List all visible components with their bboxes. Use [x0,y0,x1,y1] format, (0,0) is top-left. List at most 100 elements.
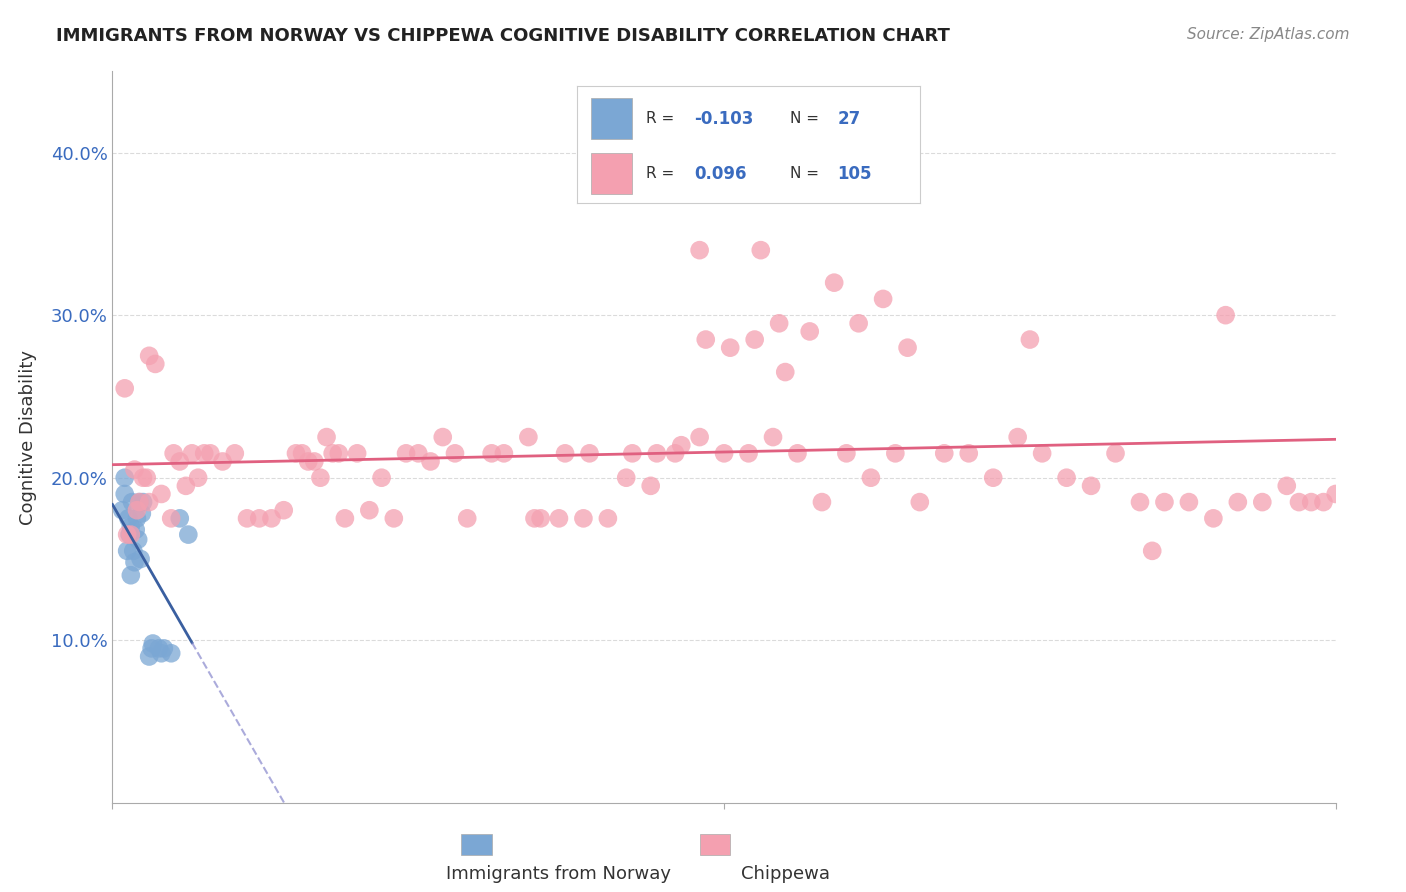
Point [1215,308,1237,322]
Point [529,511,551,525]
Point [775,365,797,379]
Text: IMMIGRANTS FROM NORWAY VS CHIPPEWA COGNITIVE DISABILITY CORRELATION CHART: IMMIGRANTS FROM NORWAY VS CHIPPEWA COGNI… [56,27,950,45]
Point [444,446,467,460]
Point [125,523,148,537]
Point [211,454,233,468]
Point [117,511,139,525]
Point [153,641,176,656]
Point [138,349,160,363]
Point [768,316,790,330]
Point [957,446,980,460]
Point [333,511,356,525]
Point [395,446,418,460]
Point [150,487,173,501]
Point [169,511,191,525]
Point [120,519,142,533]
Point [1178,495,1201,509]
Point [645,446,668,460]
Point [848,316,870,330]
Point [934,446,956,460]
Point [786,446,808,460]
Point [200,446,222,460]
Point [141,641,163,656]
Point [122,544,145,558]
Point [121,495,143,509]
Point [148,641,170,656]
Point [370,471,392,485]
Point [554,446,576,460]
Point [823,276,845,290]
Text: Chippewa: Chippewa [741,865,830,883]
Point [419,454,441,468]
Point [718,341,741,355]
Point [1324,487,1347,501]
Point [359,503,381,517]
Point [125,503,148,517]
Point [1202,511,1225,525]
Y-axis label: Cognitive Disability: Cognitive Disability [18,350,37,524]
Text: Immigrants from Norway: Immigrants from Norway [447,865,672,883]
Point [523,511,546,525]
Point [671,438,693,452]
Point [744,333,766,347]
Point [160,646,183,660]
Point [456,511,478,525]
Point [872,292,894,306]
FancyBboxPatch shape [700,833,730,855]
Point [120,568,142,582]
Point [614,471,637,485]
Point [1312,495,1334,509]
Point [125,511,148,525]
Point [548,511,571,525]
Point [621,446,644,460]
Point [120,527,142,541]
Point [1104,446,1126,460]
Point [284,446,308,460]
Point [884,446,907,460]
Point [322,446,344,460]
Point [1007,430,1029,444]
Point [177,527,200,541]
Point [127,533,149,547]
Point [1153,495,1175,509]
Point [1018,333,1040,347]
Point [124,555,146,569]
Point [981,471,1004,485]
Point [187,471,209,485]
Point [695,333,717,347]
Point [160,511,183,525]
Point [640,479,662,493]
Point [132,495,155,509]
Point [596,511,619,525]
Point [1301,495,1323,509]
Point [114,471,136,485]
Point [346,446,368,460]
Point [799,325,821,339]
Point [689,243,711,257]
Point [118,527,141,541]
Point [517,430,540,444]
Point [578,446,600,460]
Point [382,511,405,525]
Point [1031,446,1053,460]
Point [1080,479,1102,493]
Point [114,487,136,501]
Point [315,430,337,444]
Point [142,636,165,650]
Point [128,495,150,509]
Point [1226,495,1249,509]
Point [572,511,595,525]
Point [1251,495,1274,509]
Point [408,446,430,460]
Point [811,495,834,509]
Point [1129,495,1152,509]
Point [309,471,332,485]
Point [859,471,882,485]
Point [297,454,319,468]
Point [328,446,350,460]
Point [111,503,134,517]
Point [835,446,858,460]
Point [749,243,772,257]
Point [114,381,136,395]
Point [224,446,246,460]
